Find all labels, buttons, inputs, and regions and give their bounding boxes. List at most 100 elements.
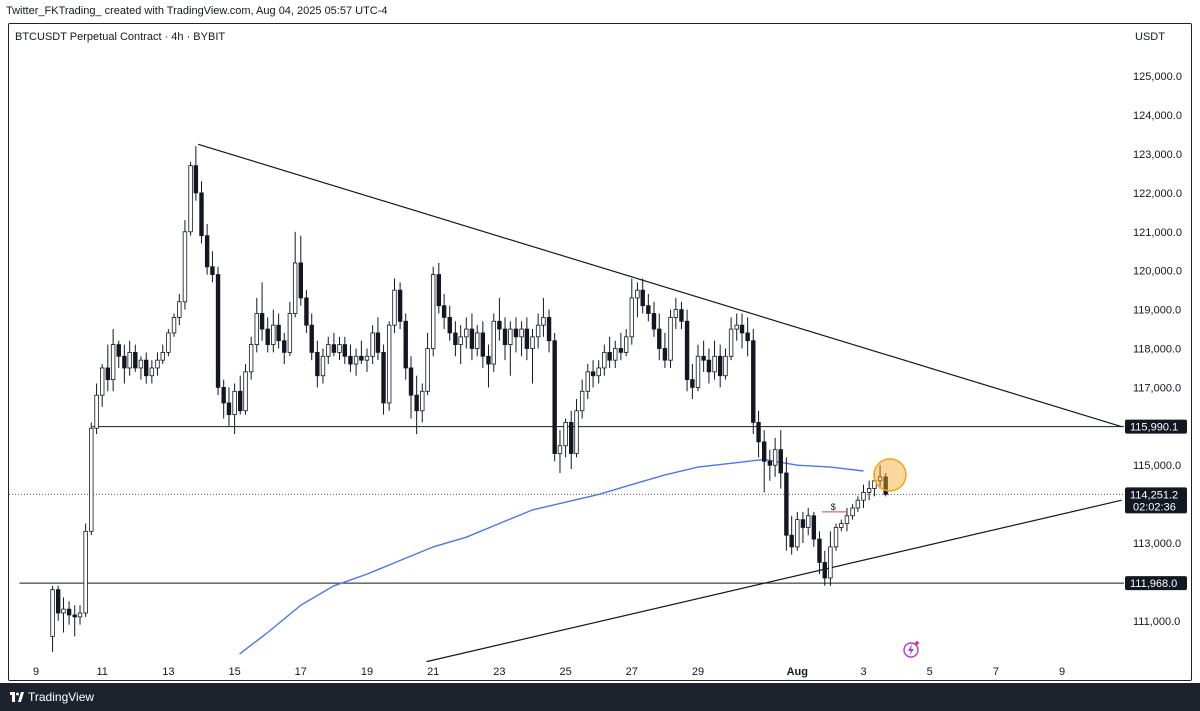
candle-body [171, 316, 177, 334]
candle [453, 321, 458, 357]
attribution-text: Twitter_FKTrading_ created with TradingV… [6, 5, 388, 17]
moving-average [239, 458, 864, 655]
candle-body [590, 371, 596, 377]
candle-body [563, 422, 568, 447]
candle [320, 348, 326, 384]
candle-body [739, 324, 745, 334]
candle-body [342, 344, 348, 357]
countdown-label: 02:02:36 [1133, 501, 1176, 513]
candle [464, 317, 469, 349]
candle [784, 457, 789, 551]
candle [425, 332, 430, 396]
trendline [426, 499, 1122, 663]
x-tick-label: 3 [860, 666, 866, 678]
x-tick-label: 13 [162, 666, 174, 678]
candle-body [569, 422, 574, 454]
candle-body [138, 359, 144, 369]
candle-body [215, 274, 221, 388]
candles [50, 146, 888, 652]
candle [569, 410, 574, 470]
candle [353, 348, 359, 376]
candle-body [712, 355, 717, 373]
candle [480, 321, 486, 368]
y-tick-label: 117,000.0 [1133, 382, 1181, 394]
candle-body [193, 165, 199, 194]
x-tick-label: Aug [787, 666, 808, 678]
candle-body [795, 519, 800, 548]
candle-body [695, 355, 701, 388]
candle [756, 410, 761, 458]
candle-body [701, 355, 706, 361]
candle-body [392, 289, 397, 326]
candle-body [690, 379, 695, 388]
candle-body [430, 274, 436, 349]
candle-body [359, 355, 364, 361]
candle [712, 340, 717, 380]
candle-body [144, 359, 149, 377]
candle-body [453, 332, 458, 346]
candle-body [822, 562, 827, 579]
candle-body [337, 344, 342, 353]
x-tick-label: 29 [692, 666, 704, 678]
candle-body [265, 328, 270, 346]
tradingview-brand[interactable]: TradingView [10, 690, 94, 704]
candle [122, 344, 127, 384]
candle-body [441, 305, 447, 318]
candle [89, 422, 94, 536]
footer-bar [0, 683, 1200, 711]
price-axis: 111,000.0 113,000.0 115,000.0 117,000.0 118,… [1125, 71, 1187, 628]
candle [596, 360, 601, 384]
y-tick-label: 124,000.0 [1133, 110, 1182, 122]
candle [745, 317, 750, 357]
price-tag-label: 114,251.2 [1130, 489, 1178, 501]
lightning-icon [908, 644, 914, 656]
chart-frame[interactable]: $ 111,000.0 113,000.0 115,000.0 117,000.0 11… [8, 23, 1192, 681]
candle [375, 317, 381, 361]
candle [77, 605, 83, 625]
candle-body [243, 371, 248, 412]
candle-body [447, 316, 452, 334]
candle-body [883, 476, 888, 495]
candle [177, 294, 182, 326]
candle-body [199, 192, 204, 237]
candle [166, 329, 171, 357]
candle-body [210, 266, 215, 275]
x-tick-label: 21 [427, 666, 439, 678]
candle-body [326, 344, 331, 357]
candle-body [508, 328, 513, 346]
candle-body [436, 274, 442, 307]
y-tick-label: 119,000.0 [1133, 305, 1181, 317]
candle [701, 340, 706, 372]
candle [861, 484, 866, 508]
x-tick-label: 15 [228, 666, 240, 678]
candle [50, 585, 55, 652]
candle-body [673, 309, 679, 318]
candle-body [679, 309, 684, 322]
candle-body [497, 320, 502, 330]
candle-body [160, 351, 165, 361]
price-chart[interactable]: $ 111,000.0113,000.0115,000.0117,000.011… [9, 24, 1192, 681]
candle [100, 364, 105, 407]
candle [646, 294, 651, 322]
candle [795, 511, 800, 551]
candle [226, 387, 232, 427]
candle-body [839, 523, 844, 528]
candle-body [475, 332, 480, 349]
candle [695, 344, 701, 392]
candle [519, 321, 524, 357]
candle-body [298, 262, 303, 299]
y-tick-label: 122,000.0 [1133, 188, 1182, 200]
event-circle [903, 642, 919, 658]
candle [706, 348, 712, 384]
candle-body [717, 355, 723, 377]
horizontal-lines [9, 426, 1124, 584]
dollar-marker: $ [831, 502, 836, 512]
candle-body [77, 612, 83, 618]
x-tick-label: 27 [626, 666, 638, 678]
candle-body [110, 344, 116, 381]
candle-body [817, 538, 822, 563]
candle-body [751, 340, 756, 423]
candle-body [259, 313, 265, 330]
candle-body [789, 534, 794, 548]
candle [171, 313, 177, 337]
